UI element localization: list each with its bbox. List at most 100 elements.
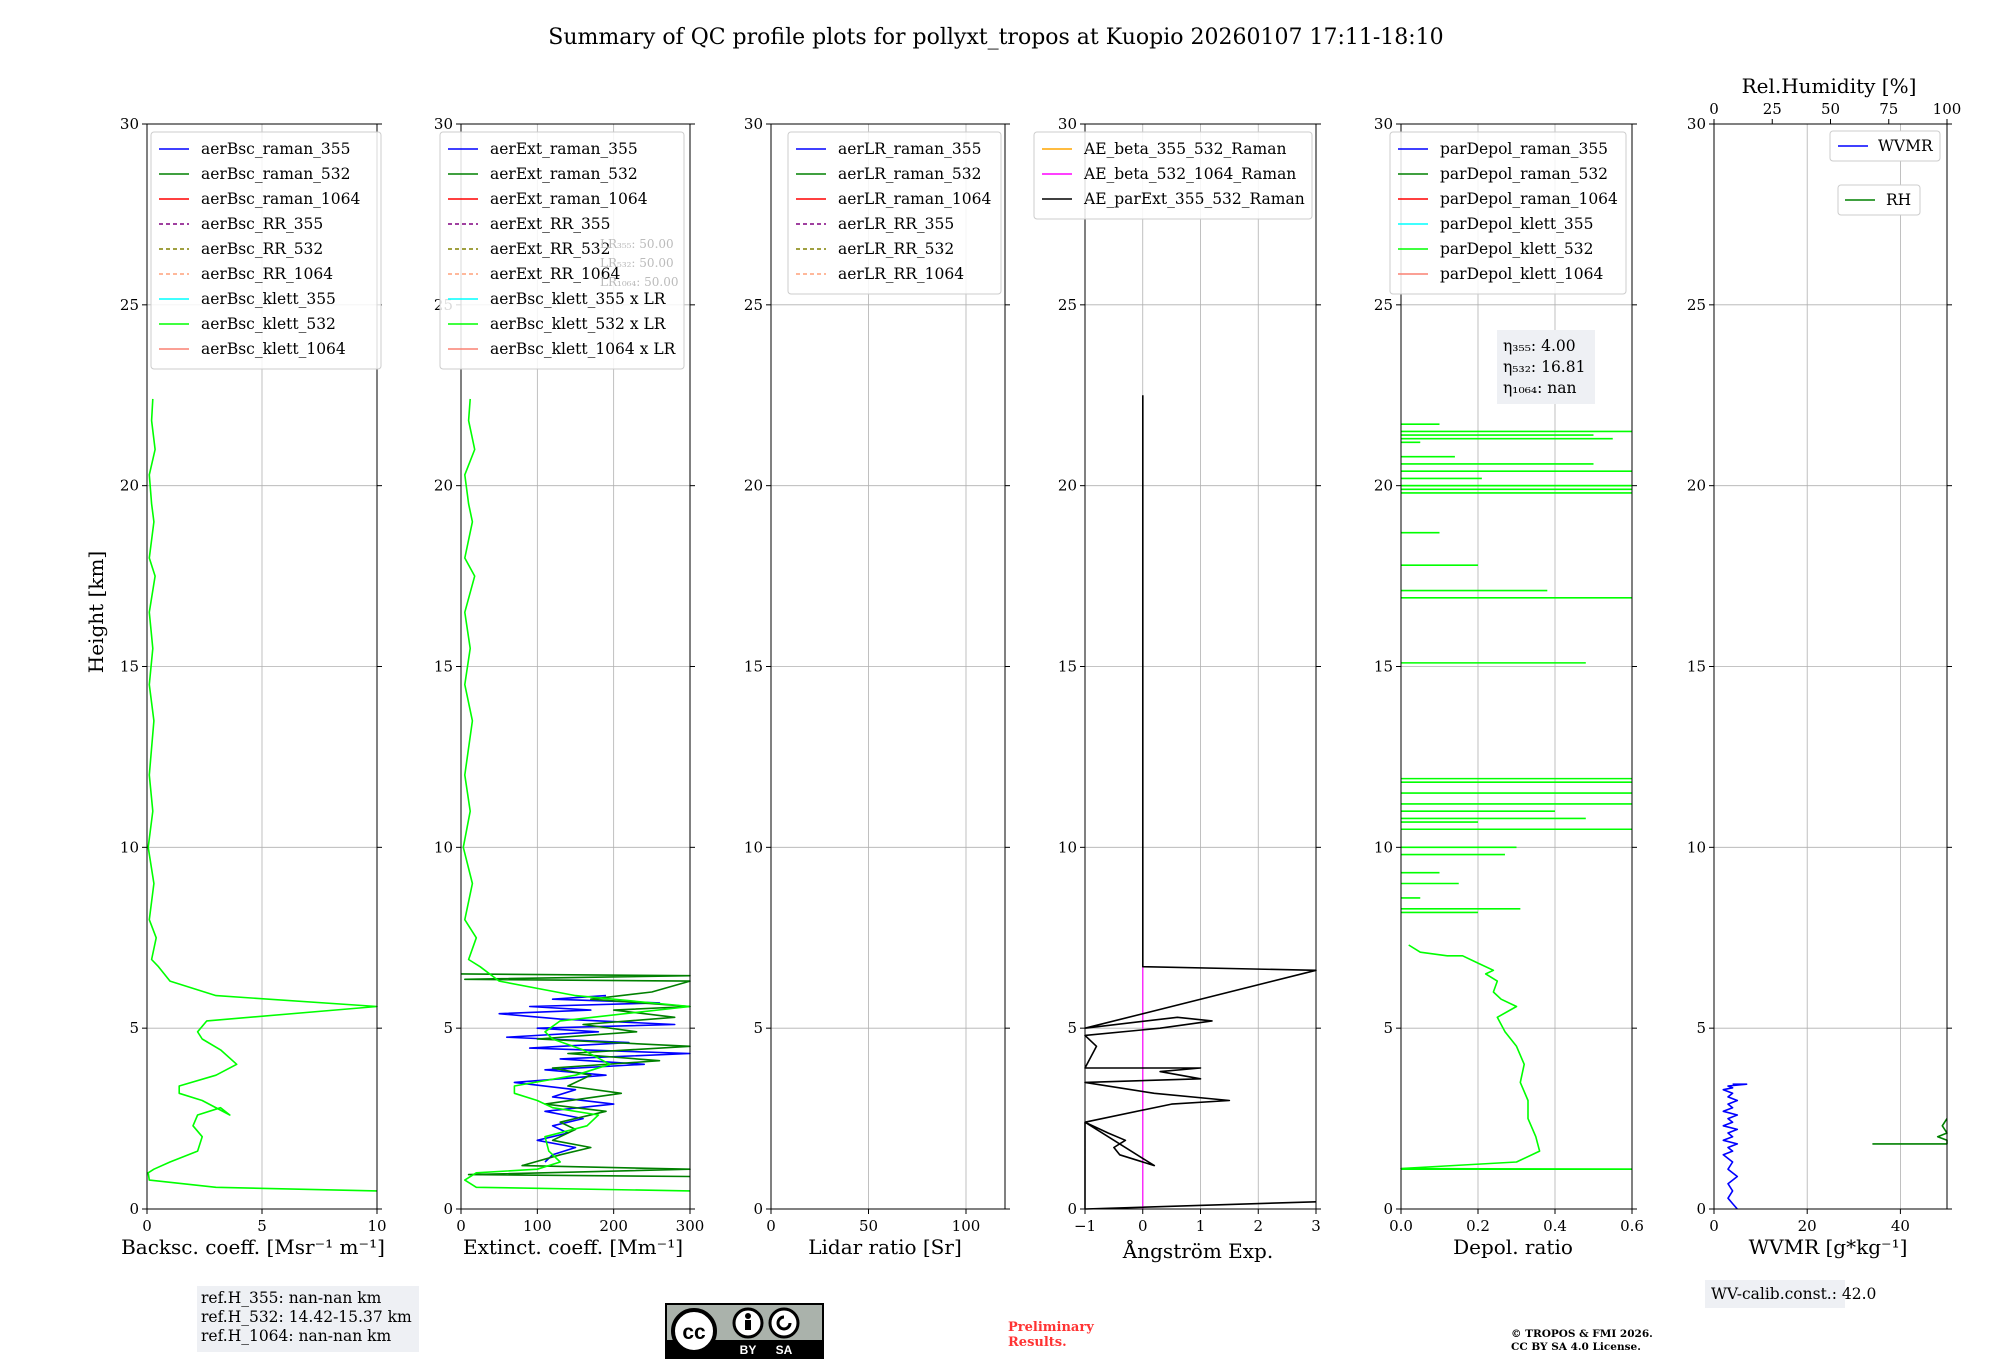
ytick-label-ext-6: 30 (434, 115, 453, 133)
legend-label-bsc-4: aerBsc_RR_532 (201, 240, 323, 258)
copyright-line-2: CC BY SA 4.0 License. (1511, 1341, 1641, 1353)
cc-license-badge: cc BY SA (665, 1303, 824, 1359)
wv-calib-bg (1705, 1280, 1845, 1308)
figure-title: Summary of QC profile plots for pollyxt_… (548, 25, 1443, 50)
series-depol-0 (1400, 944, 1633, 1170)
xtick-label-wv-2: 40 (1891, 1217, 1910, 1235)
legend-label-depol-5: parDepol_klett_1064 (1440, 265, 1603, 283)
ytick-label-lr-0: 0 (753, 1200, 763, 1218)
legend-label-bsc-2: aerBsc_raman_1064 (201, 190, 361, 208)
ytick-label-lr-5: 25 (744, 296, 763, 314)
x-axis-label-bsc: Backsc. coeff. [Msr⁻¹ m⁻¹] (121, 1235, 385, 1259)
ytick-label-wv-4: 20 (1687, 477, 1706, 495)
xtick-label-ae-3: 2 (1253, 1217, 1263, 1235)
ytick-label-wv-3: 15 (1687, 658, 1706, 676)
ytick-label-bsc-4: 20 (120, 477, 139, 495)
panel-backscatter: 0 5 10 0 5 10 15 20 25 30 aerBsc_raman_355 aerBsc_r… (120, 115, 387, 1259)
ytick-label-wv-0: 0 (1696, 1200, 1706, 1218)
xtick-label-ae-0: −1 (1074, 1217, 1096, 1235)
ytick-label-ext-3: 15 (434, 658, 453, 676)
legend-label-depol-2: parDepol_raman_1064 (1440, 190, 1618, 208)
legend-label-lr-4: aerLR_RR_532 (838, 240, 954, 258)
legend-box-ext (439, 131, 685, 370)
cc-by-label: BY (740, 1343, 757, 1357)
legend-label-depol-4: parDepol_klett_532 (1440, 240, 1593, 258)
sa-share-icon (768, 1307, 800, 1339)
ytick-label-ae-5: 25 (1058, 296, 1077, 314)
eta-355: η₃₅₅: 4.00 (1503, 337, 1576, 355)
plot-area-ext: 0100200300051015202530aerExt_raman_355ae… (434, 115, 704, 1235)
ytick-label-ae-6: 30 (1058, 115, 1077, 133)
x-axis-label-lr: Lidar ratio [Sr] (808, 1235, 962, 1259)
legend-label-ae-0: AE_beta_355_532_Raman (1083, 140, 1286, 158)
legend-label-lr-2: aerLR_raman_1064 (838, 190, 991, 208)
ref-height-355: ref.H_355: nan-nan km (201, 1289, 382, 1307)
x-axis-label-ae: Ångström Exp. (1122, 1238, 1273, 1263)
legend-box-ae (1033, 131, 1313, 220)
xtick-label-ext-2: 200 (599, 1217, 628, 1235)
xtick-label-ae-1: 0 (1138, 1217, 1148, 1235)
ytick-label-depol-6: 30 (1374, 115, 1393, 133)
top-axis-label-rh: Rel.Humidity [%] (1742, 74, 1917, 98)
plot-area-depol: 0.0 0.2 0.4 0.6 0 5 10 15 20 25 30 parDepol_raman_3… (1374, 115, 1644, 1235)
ytick-label-lr-3: 15 (744, 658, 763, 676)
ytick-label-wv-6: 30 (1687, 115, 1706, 133)
ytick-label-depol-1: 5 (1383, 1019, 1393, 1037)
preliminary-line-2: Results. (1008, 1335, 1067, 1350)
ref-heights-box: ref.H_355: nan-nan km ref.H_532: 14.42-1… (197, 1286, 419, 1352)
lr-info-1064: LR₁₀₆₄: 50.00 (600, 275, 678, 289)
xtick-label-depol-1: 0.2 (1466, 1217, 1490, 1235)
legend-label-ext-2: aerExt_raman_1064 (490, 190, 648, 208)
top-xtick-label-2: 50 (1821, 100, 1840, 118)
legend-label-bsc-5: aerBsc_RR_1064 (201, 265, 333, 283)
legend-label-ext-5: aerExt_RR_1064 (490, 265, 621, 283)
legend-label-bsc-0: aerBsc_raman_355 (201, 140, 351, 158)
legend-label-bsc-1: aerBsc_raman_532 (201, 165, 351, 183)
ytick-label-ae-0: 0 (1067, 1200, 1077, 1218)
ytick-label-depol-0: 0 (1383, 1200, 1393, 1218)
top-xtick-label-0: 0 (1709, 100, 1719, 118)
xtick-label-bsc-2: 10 (367, 1217, 386, 1235)
y-axis-label: Height [km] (84, 551, 108, 673)
legend-box-lr (787, 131, 1002, 295)
legend-label-ext-4: aerExt_RR_532 (490, 240, 611, 258)
xtick-label-lr-1: 50 (859, 1217, 878, 1235)
sa-share-arrow (776, 1315, 792, 1331)
ytick-label-ext-2: 10 (434, 838, 453, 856)
legend-label-bsc-6: aerBsc_klett_355 (201, 290, 336, 308)
plot-area-ae: −1 0 1 2 3051015202530AE_beta_355_532_RamanA… (1033, 115, 1321, 1235)
legend-label-lr-1: aerLR_raman_532 (838, 165, 981, 183)
ytick-label-depol-4: 20 (1374, 477, 1393, 495)
legend-label-depol-1: parDepol_raman_532 (1440, 165, 1608, 183)
ytick-label-depol-2: 10 (1374, 838, 1393, 856)
legend-label-ext-0: aerExt_raman_355 (490, 140, 638, 158)
plot-area-bsc: 0 5 10 0 5 10 15 20 25 30 aerBsc_raman_355 aerBsc_r… (120, 115, 387, 1235)
ytick-label-ae-2: 10 (1058, 838, 1077, 856)
series-wv-1 (1872, 1118, 1948, 1145)
lr-info-355: LR₃₅₅: 50.00 (600, 237, 674, 251)
xtick-label-depol-2: 0.4 (1543, 1217, 1567, 1235)
legend-box-rh (1837, 184, 1921, 216)
ytick-label-bsc-1: 5 (129, 1019, 139, 1037)
ytick-label-ext-0: 0 (443, 1200, 453, 1218)
ytick-label-lr-6: 30 (744, 115, 763, 133)
copyright-line-1: © TROPOS & FMI 2026. (1511, 1328, 1653, 1340)
legend-box-bsc (150, 131, 382, 370)
legend-label-ae-1: AE_beta_532_1064_Raman (1083, 165, 1296, 183)
legend-label-wvmr: WVMR (1878, 137, 1934, 155)
xtick-label-depol-3: 0.6 (1620, 1217, 1644, 1235)
x-axis-label-depol: Depol. ratio (1453, 1235, 1573, 1259)
ref-height-532: ref.H_532: 14.42-15.37 km (201, 1308, 412, 1326)
ref-heights-bg (197, 1286, 419, 1352)
xtick-label-wv-0: 0 (1709, 1217, 1719, 1235)
legend-label-rh: RH (1886, 191, 1911, 209)
series-ext-2 (462, 398, 691, 1192)
legend-label-bsc-7: aerBsc_klett_532 (201, 315, 336, 333)
panel-lidar-ratio: 0 50 100 0 5 10 15 20 25 30 aerLR_raman_355 aerLR_r… (744, 115, 1010, 1259)
plot-area-lr: 0 50 100 0 5 10 15 20 25 30 aerLR_raman_355 aerLR_r… (744, 115, 1010, 1235)
ytick-label-wv-1: 5 (1696, 1019, 1706, 1037)
eta-box: η₃₅₅: 4.00 η₅₃₂: 16.81 η₁₀₆₄: nan (1497, 330, 1595, 404)
